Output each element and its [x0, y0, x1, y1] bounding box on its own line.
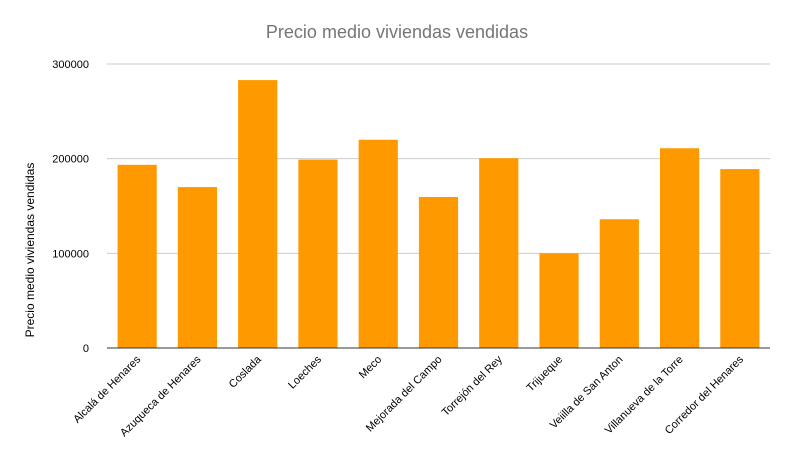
- y-tick-label: 200000: [52, 154, 89, 166]
- bar: [418, 197, 459, 348]
- bar: [358, 139, 398, 348]
- bar: [720, 169, 760, 348]
- bars: [117, 80, 760, 349]
- bar: [298, 159, 338, 348]
- x-tick-label: Loeches: [286, 353, 324, 391]
- bar: [177, 187, 217, 348]
- y-tick-label: 0: [83, 343, 89, 355]
- bar: [660, 148, 700, 348]
- chart-title: Precio medio viviendas vendidas: [266, 22, 528, 42]
- x-tick-label: Torrejón del Rey: [440, 353, 505, 418]
- y-axis-ticks: 0 100000 200000 300000: [52, 59, 89, 355]
- y-tick-label: 100000: [52, 248, 89, 260]
- bar: [479, 158, 519, 348]
- bar: [117, 164, 157, 348]
- bar: [539, 253, 579, 348]
- y-axis-label: Precio medio viviendas vendidas: [23, 163, 37, 338]
- x-tick-label: Meco: [357, 354, 385, 382]
- y-tick-label: 300000: [52, 59, 89, 71]
- bar: [599, 219, 639, 348]
- x-tick-label: Trijueque: [525, 354, 566, 395]
- bar: [238, 80, 278, 349]
- x-tick-label: Coslada: [227, 353, 265, 391]
